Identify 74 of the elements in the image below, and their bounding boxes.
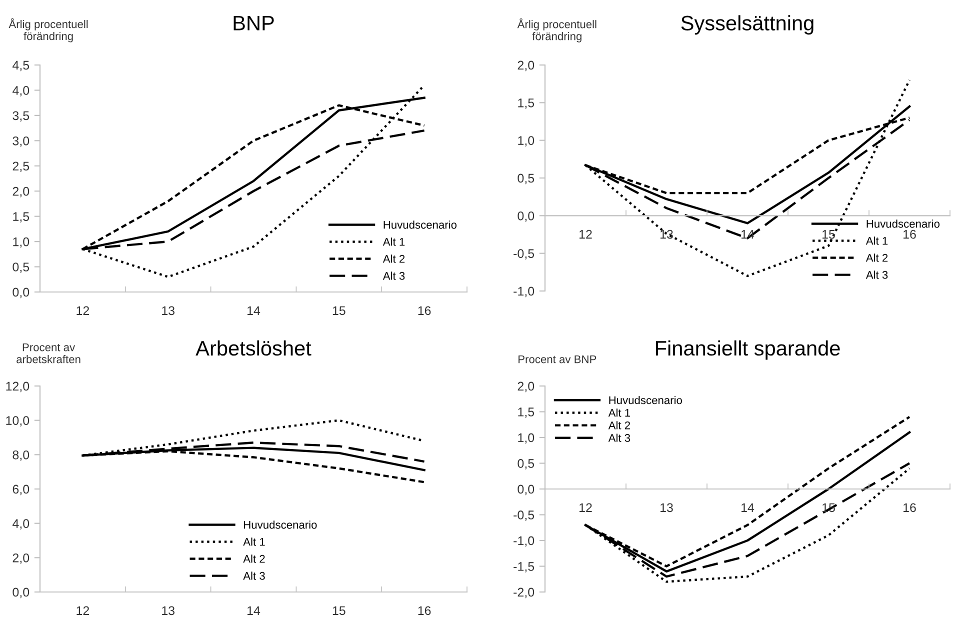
x-tick-label: 13 — [162, 306, 175, 316]
legend-label: Alt 1 — [866, 236, 888, 245]
y-tick-label: 1,5 — [518, 98, 534, 109]
y-tick-label: 3,5 — [12, 111, 30, 122]
x-tick-label: 13 — [660, 503, 673, 512]
y-tick-label: 0,5 — [12, 262, 30, 273]
chart-title: Arbetslöshet — [196, 340, 312, 356]
y-tick-label: 8,0 — [12, 450, 30, 461]
legend-label: Alt 1 — [243, 538, 265, 546]
y-tick-label: 0,0 — [518, 484, 534, 496]
y-tick-label: 0,0 — [12, 588, 30, 598]
x-tick-label: 12 — [76, 306, 90, 315]
y-tick-label: 1,5 — [13, 212, 30, 222]
x-tick-label: 15 — [332, 306, 346, 316]
y-tick-label: 1,0 — [518, 136, 534, 146]
x-tick-label: 14 — [742, 503, 754, 512]
y-tick-label: 6,0 — [12, 484, 30, 496]
chart-title: Finansiellt sparande — [656, 340, 840, 360]
legend-label: Alt 2 — [382, 254, 405, 263]
legend-label: Huvudscenario — [244, 520, 317, 529]
y-axis-title: Årlig procentuell förändring — [517, 18, 596, 42]
x-tick-label: 16 — [904, 503, 916, 512]
y-axis-title: Årlig procentuell förändring — [8, 18, 88, 42]
x-tick-label: 16 — [418, 306, 431, 316]
x-tick-label: 13 — [162, 606, 175, 616]
y-tick-label: 10,0 — [6, 416, 30, 426]
y-tick-label: 4,0 — [12, 519, 30, 530]
chart-title: BNP — [234, 16, 274, 30]
chart-title: Sysselsättning — [681, 15, 814, 35]
x-tick-label: 16 — [418, 606, 431, 616]
y-tick-label: 4,5 — [12, 60, 30, 72]
x-tick-label: 16 — [904, 230, 916, 239]
y-axis-title: Procent av BNP — [518, 355, 596, 364]
legend-label: Alt 1 — [382, 238, 405, 246]
y-tick-label: 2,5 — [12, 162, 30, 172]
legend-label: Alt 3 — [866, 270, 888, 279]
legend-label: Huvudscenario — [609, 396, 682, 404]
x-tick-label: 15 — [822, 230, 835, 239]
y-tick-label: 4,0 — [12, 86, 30, 96]
legend-label: Alt 1 — [608, 408, 630, 417]
y-tick-label: -2,0 — [514, 588, 534, 598]
y-tick-label: 1,0 — [518, 433, 534, 444]
y-tick-label: 2,0 — [518, 60, 534, 72]
y-tick-label: -1,5 — [514, 562, 534, 572]
x-tick-label: 14 — [248, 606, 260, 615]
y-tick-label: 12,0 — [6, 382, 30, 392]
y-tick-label: 0,5 — [518, 174, 534, 184]
y-tick-label: 0,0 — [12, 288, 30, 298]
legend-label: Alt 2 — [608, 421, 630, 430]
x-tick-label: 12 — [580, 230, 592, 239]
x-tick-label: 12 — [580, 503, 592, 512]
legend-label: Alt 3 — [243, 572, 265, 580]
x-tick-label: 12 — [76, 606, 90, 615]
legend-label: Alt 3 — [382, 272, 405, 280]
x-tick-label: 14 — [248, 306, 260, 315]
legend-label: Huvudscenario — [384, 220, 457, 229]
y-tick-label: 1,5 — [518, 408, 534, 418]
legend-label: Huvudscenario — [866, 220, 940, 228]
legend-label: Alt 3 — [608, 434, 630, 442]
legend-label: Alt 2 — [243, 554, 265, 563]
y-tick-label: -1,0 — [514, 286, 534, 298]
y-tick-label: 3,0 — [12, 136, 30, 147]
y-tick-label: 1,0 — [13, 237, 30, 248]
y-tick-label: 2,0 — [12, 553, 30, 564]
y-tick-label: 2,0 — [518, 382, 534, 392]
legend-label: Alt 2 — [866, 254, 888, 262]
y-tick-label: 0,5 — [518, 459, 534, 470]
y-tick-label: -1,0 — [514, 536, 534, 547]
x-tick-label: 15 — [332, 606, 346, 616]
y-tick-label: 2,0 — [12, 186, 30, 198]
y-tick-label: -0,5 — [514, 249, 534, 260]
y-tick-label: -0,5 — [514, 510, 534, 521]
y-tick-label: 0,0 — [518, 211, 534, 222]
y-axis-title: Procent av arbetskraften — [16, 343, 80, 364]
